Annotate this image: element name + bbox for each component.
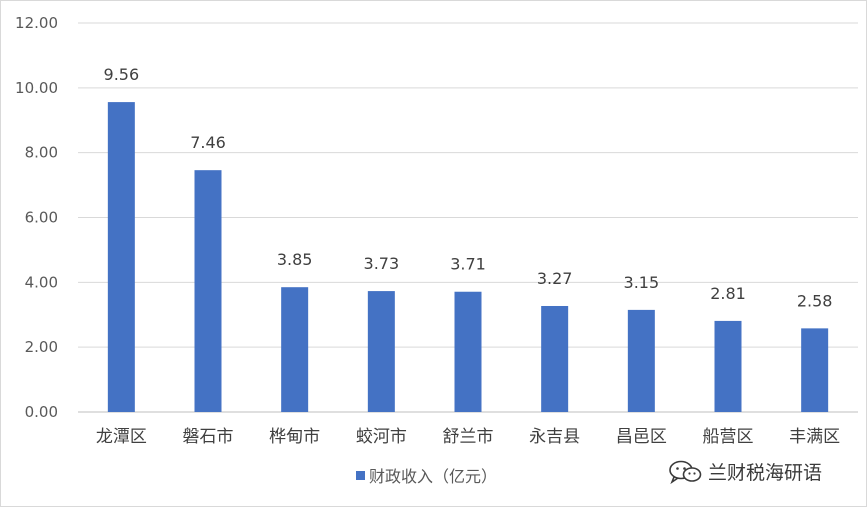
y-tick-label: 4.00 [25, 273, 58, 291]
bar [454, 291, 482, 412]
data-label: 3.71 [450, 255, 486, 274]
y-tick-label: 0.00 [25, 403, 58, 421]
data-label: 3.85 [277, 250, 313, 269]
data-label: 9.56 [104, 65, 140, 84]
category-label: 磐石市 [183, 427, 234, 447]
bar [107, 102, 135, 412]
bars [107, 102, 829, 412]
bar [541, 305, 569, 412]
y-tick-label: 2.00 [25, 338, 58, 356]
y-tick-label: 8.00 [25, 144, 58, 162]
watermark: 兰财税海研语 [668, 458, 822, 485]
category-label: 蛟河市 [356, 427, 407, 447]
wechat-icon [669, 460, 702, 484]
category-label: 桦甸市 [269, 427, 320, 447]
category-label: 舒兰市 [443, 427, 494, 447]
data-label: 2.58 [797, 291, 833, 310]
bar [194, 170, 222, 412]
legend-label: 财政收入（亿元） [369, 467, 497, 486]
data-labels: 9.56 7.46 3.85 3.73 3.71 3.27 3.15 2.81 2.58 [104, 65, 833, 310]
bar [801, 328, 829, 412]
y-tick-label: 10.00 [15, 79, 58, 97]
bar [714, 320, 742, 412]
category-label: 丰满区 [789, 427, 840, 447]
bar [281, 287, 309, 412]
legend-swatch [356, 471, 365, 480]
y-tick-label: 12.00 [15, 14, 58, 32]
category-label: 永吉县 [529, 427, 580, 447]
bar [627, 309, 655, 412]
legend: 财政收入（亿元） [356, 467, 497, 486]
y-tick-label: 6.00 [25, 209, 58, 227]
data-label: 3.27 [537, 269, 573, 288]
bar [367, 291, 395, 412]
data-label: 3.73 [364, 254, 400, 273]
watermark-text: 兰财税海研语 [708, 462, 823, 484]
data-label: 2.81 [710, 284, 746, 303]
data-label: 3.15 [624, 273, 660, 292]
category-label: 昌邑区 [616, 427, 667, 447]
data-label: 7.46 [190, 133, 226, 152]
category-labels: 龙潭区 磐石市 桦甸市 蛟河市 舒兰市 永吉县 昌邑区 船营区 丰满区 [96, 427, 840, 447]
category-label: 龙潭区 [96, 427, 147, 447]
y-axis-ticks: 0.00 2.00 4.00 6.00 8.00 10.00 12.00 [15, 14, 58, 421]
category-label: 船营区 [703, 427, 754, 447]
